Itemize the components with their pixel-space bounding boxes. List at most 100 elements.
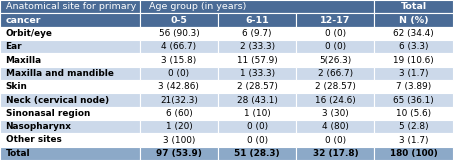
Text: Maxilla: Maxilla	[6, 56, 42, 64]
Text: 3 (1.7): 3 (1.7)	[399, 69, 428, 78]
Text: Other sites: Other sites	[6, 136, 61, 144]
Bar	[218, 107, 296, 120]
Text: 4 (80): 4 (80)	[322, 122, 349, 131]
Bar	[0, 93, 140, 107]
Bar	[296, 120, 374, 133]
Bar	[0, 80, 140, 93]
Text: 10 (5.6): 10 (5.6)	[396, 109, 431, 118]
Text: Ear: Ear	[6, 42, 22, 51]
Bar	[374, 53, 453, 67]
Bar	[0, 147, 140, 160]
Bar	[296, 53, 374, 67]
Text: 0 (0): 0 (0)	[246, 122, 268, 131]
Text: Total: Total	[6, 149, 30, 158]
Bar	[0, 133, 140, 147]
Text: 2 (33.3): 2 (33.3)	[239, 42, 275, 51]
Bar	[218, 27, 296, 40]
Text: Sinonasal region: Sinonasal region	[6, 109, 90, 118]
Text: 2 (28.57): 2 (28.57)	[315, 82, 356, 91]
Bar	[0, 0, 140, 13]
Bar	[218, 133, 296, 147]
Text: Anatomical site for primary: Anatomical site for primary	[6, 2, 136, 11]
Bar	[374, 93, 453, 107]
Text: 6-11: 6-11	[245, 16, 269, 24]
Text: 1 (33.3): 1 (33.3)	[239, 69, 275, 78]
Text: 12-17: 12-17	[320, 16, 351, 24]
Text: 2 (66.7): 2 (66.7)	[318, 69, 353, 78]
Text: 2 (28.57): 2 (28.57)	[237, 82, 278, 91]
Bar	[296, 67, 374, 80]
Text: 0 (0): 0 (0)	[246, 136, 268, 144]
Text: 97 (53.9): 97 (53.9)	[156, 149, 202, 158]
Bar	[140, 93, 218, 107]
Text: 1 (10): 1 (10)	[244, 109, 271, 118]
Text: 62 (34.4): 62 (34.4)	[393, 29, 434, 38]
Bar	[296, 107, 374, 120]
Text: 3 (42.86): 3 (42.86)	[158, 82, 200, 91]
Bar	[0, 40, 140, 53]
Bar	[374, 107, 453, 120]
Text: 4 (66.7): 4 (66.7)	[161, 42, 197, 51]
Text: 6 (9.7): 6 (9.7)	[242, 29, 272, 38]
Bar	[374, 147, 453, 160]
Text: 0 (0): 0 (0)	[168, 69, 190, 78]
Text: Neck (cervical node): Neck (cervical node)	[6, 96, 109, 104]
Bar	[0, 13, 140, 27]
Bar	[218, 67, 296, 80]
Text: 180 (100): 180 (100)	[390, 149, 438, 158]
Text: Total: Total	[401, 2, 427, 11]
Bar	[140, 133, 218, 147]
Text: 65 (36.1): 65 (36.1)	[393, 96, 434, 104]
Bar	[0, 27, 140, 40]
Text: 7 (3.89): 7 (3.89)	[396, 82, 431, 91]
Text: Orbit/eye: Orbit/eye	[6, 29, 53, 38]
Bar	[140, 80, 218, 93]
Bar	[296, 40, 374, 53]
Bar	[296, 80, 374, 93]
Text: 28 (43.1): 28 (43.1)	[237, 96, 278, 104]
Bar	[374, 120, 453, 133]
Bar	[218, 53, 296, 67]
Bar	[218, 40, 296, 53]
Bar	[140, 147, 218, 160]
Bar	[374, 13, 453, 27]
Bar	[218, 13, 296, 27]
Bar	[0, 107, 140, 120]
Bar	[296, 13, 374, 27]
Bar	[140, 107, 218, 120]
Text: N (%): N (%)	[399, 16, 428, 24]
Bar	[140, 53, 218, 67]
Bar	[296, 93, 374, 107]
Bar	[374, 40, 453, 53]
Bar	[218, 93, 296, 107]
Text: Maxilla and mandible: Maxilla and mandible	[6, 69, 113, 78]
Bar	[218, 80, 296, 93]
Text: 0 (0): 0 (0)	[325, 42, 346, 51]
Bar	[374, 67, 453, 80]
Text: 0-5: 0-5	[171, 16, 187, 24]
Text: 32 (17.8): 32 (17.8)	[312, 149, 358, 158]
Bar	[0, 53, 140, 67]
Text: 6 (60): 6 (60)	[165, 109, 192, 118]
Text: 0 (0): 0 (0)	[325, 29, 346, 38]
Bar	[374, 0, 453, 13]
Bar	[374, 133, 453, 147]
Text: 1 (20): 1 (20)	[165, 122, 192, 131]
Bar	[0, 120, 140, 133]
Bar	[296, 133, 374, 147]
Text: 51 (28.3): 51 (28.3)	[234, 149, 280, 158]
Bar	[218, 147, 296, 160]
Bar	[140, 27, 218, 40]
Text: Skin: Skin	[6, 82, 27, 91]
Text: 3 (100): 3 (100)	[163, 136, 195, 144]
Text: 3 (15.8): 3 (15.8)	[161, 56, 197, 64]
Text: 0 (0): 0 (0)	[325, 136, 346, 144]
Bar	[140, 0, 374, 13]
Bar	[296, 27, 374, 40]
Text: 6 (3.3): 6 (3.3)	[399, 42, 428, 51]
Text: Nasopharynx: Nasopharynx	[6, 122, 72, 131]
Bar	[140, 67, 218, 80]
Text: 19 (10.6): 19 (10.6)	[393, 56, 434, 64]
Text: 21(32.3): 21(32.3)	[160, 96, 198, 104]
Text: cancer: cancer	[6, 16, 41, 24]
